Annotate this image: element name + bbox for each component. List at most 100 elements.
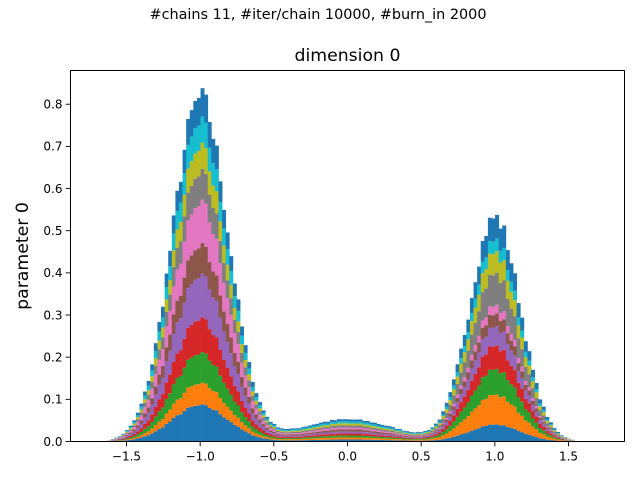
hist-bar-segment	[132, 423, 137, 426]
hist-bar-segment	[383, 428, 388, 431]
hist-bar-segment	[491, 218, 496, 242]
hist-bar-segment	[283, 432, 288, 434]
hist-bar-segment	[193, 250, 198, 280]
hist-bar-segment	[139, 409, 144, 413]
hist-bar-segment	[451, 379, 456, 386]
hist-bar-segment	[380, 438, 385, 440]
hist-bar-segment	[516, 338, 521, 358]
x-axis-ticks: −1.5 −1.0 −0.5 0.0 0.5 1.0 1.5	[112, 441, 578, 464]
hist-bar-segment	[153, 416, 158, 426]
hist-bar-segment	[272, 431, 277, 434]
hist-bar-segment	[383, 438, 388, 441]
hist-bar-segment	[254, 414, 259, 419]
hist-bar-segment	[143, 391, 148, 396]
hist-bar-segment	[128, 439, 133, 442]
hist-bar-segment	[448, 420, 453, 426]
hist-bar-segment	[398, 432, 403, 434]
hist-bar-segment	[211, 391, 216, 410]
hist-bar-segment	[408, 432, 413, 433]
hist-bar-segment	[196, 125, 201, 151]
hist-bar-segment	[505, 250, 510, 270]
hist-bar-segment	[520, 337, 525, 350]
hist-bar-segment	[376, 438, 381, 440]
hist-bar-segment	[272, 439, 277, 442]
hist-bar-segment	[225, 264, 230, 281]
hist-bar-segment	[531, 398, 535, 401]
hist-bar-segment	[229, 298, 234, 315]
hist-bar-segment	[286, 433, 291, 435]
hist-bar-segment	[290, 435, 295, 437]
hist-bar-segment	[495, 214, 500, 239]
hist-bar-segment	[545, 429, 550, 432]
hist-bar-segment	[340, 433, 345, 436]
hist-bar-segment	[412, 436, 417, 438]
hist-bar-segment	[408, 437, 413, 439]
hist-bar-segment	[164, 413, 169, 424]
hist-bar-segment	[333, 433, 338, 436]
hist-bar-segment	[523, 433, 528, 442]
hist-bar-segment	[304, 429, 309, 431]
hist-bar-segment	[182, 194, 187, 217]
hist-bar-segment	[527, 395, 532, 404]
hist-bar-segment	[344, 425, 349, 428]
hist-bar-segment	[150, 414, 155, 422]
hist-bar-segment	[175, 399, 180, 416]
hist-bar-segment	[531, 411, 535, 419]
hist-bar-segment	[340, 431, 345, 434]
hist-bar-segment	[545, 427, 550, 430]
hist-bar-segment	[351, 421, 356, 424]
hist-bar-segment	[365, 437, 370, 440]
hist-bar-segment	[168, 334, 173, 351]
hist-bar-segment	[416, 437, 421, 438]
hist-bar-segment	[387, 431, 392, 434]
hist-bar-segment	[193, 100, 198, 129]
y-axis-label: parameter 0	[13, 202, 33, 310]
hist-bar-segment	[358, 429, 363, 432]
hist-bar-segment	[182, 241, 187, 278]
hist-bar-segment	[405, 433, 410, 434]
hist-bar-segment	[225, 367, 230, 389]
hist-bar-segment	[315, 427, 320, 429]
hist-bar-segment	[315, 435, 320, 437]
hist-bar-segment	[150, 376, 155, 382]
hist-bar-segment	[247, 428, 252, 434]
hist-bar-segment	[416, 433, 421, 435]
hist-bar-segment	[315, 438, 320, 440]
hist-bar-segment	[161, 377, 165, 395]
hist-bar-segment	[455, 408, 460, 417]
x-tick-label: 1.5	[559, 450, 578, 464]
hist-bar-segment	[301, 434, 306, 437]
hist-bar-segment	[430, 431, 435, 433]
hist-bar-segment	[243, 407, 248, 418]
hist-bar-segment	[200, 116, 205, 143]
hist-bar-segment	[128, 435, 133, 438]
hist-bar-segment	[261, 438, 266, 442]
hist-bar-segment	[541, 430, 546, 435]
hist-bar-segment	[297, 428, 302, 430]
hist-bar-segment	[225, 388, 230, 407]
hist-bar-segment	[434, 430, 438, 432]
hist-bar-segment	[193, 384, 198, 406]
hist-bar-segment	[423, 432, 428, 433]
hist-bar-segment	[390, 431, 395, 433]
hist-bar-segment	[308, 435, 313, 438]
hist-bar-segment	[416, 432, 421, 434]
hist-bar-segment	[451, 385, 456, 390]
hist-bar-segment	[297, 440, 302, 442]
hist-bar-segment	[178, 181, 183, 203]
hist-bar-segment	[236, 310, 241, 322]
hist-bar-segment	[240, 401, 244, 413]
hist-bar-segment	[390, 434, 395, 437]
hist-bar-segment	[548, 437, 553, 441]
hist-bar-segment	[527, 360, 532, 366]
hist-bar-segment	[207, 147, 212, 172]
hist-bar-segment	[333, 424, 338, 427]
hist-bar-segment	[473, 429, 478, 442]
hist-bar-segment	[150, 421, 155, 429]
hist-bar-segment	[491, 369, 496, 396]
hist-bar-segment	[153, 351, 158, 359]
hist-bar-segment	[548, 424, 553, 426]
hist-bar-segment	[204, 405, 209, 442]
hist-bar-segment	[319, 426, 324, 428]
hist-bar-segment	[451, 415, 456, 422]
